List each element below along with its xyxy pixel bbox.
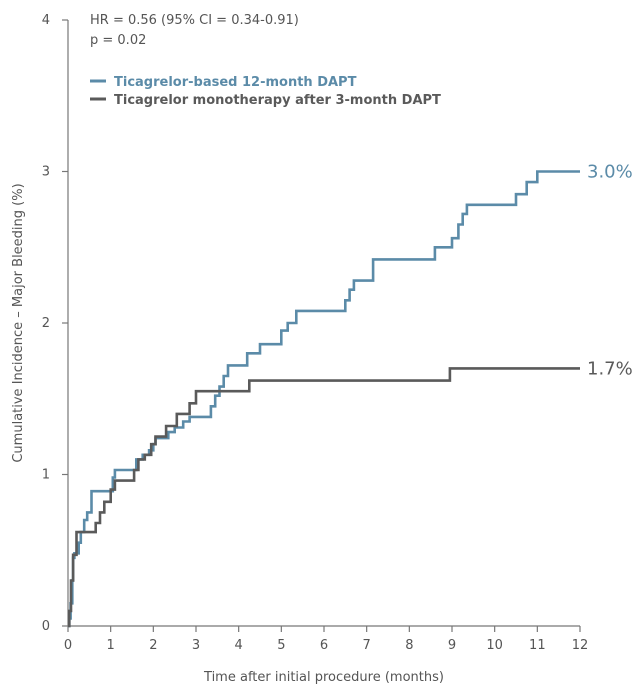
p-value-text: p = 0.02 — [90, 33, 146, 48]
x-tick-label: 6 — [320, 638, 328, 653]
x-tick-label: 2 — [149, 638, 157, 653]
y-axis-label: Cumulative Incidence – Major Bleeding (%… — [11, 183, 26, 462]
x-tick-label: 0 — [64, 638, 72, 653]
x-tick-label: 9 — [448, 638, 456, 653]
y-tick-label: 1 — [42, 468, 50, 483]
series-line-1 — [68, 367, 580, 628]
x-tick-label: 8 — [405, 638, 413, 653]
x-tick-label: 3 — [192, 638, 200, 653]
y-tick-label: 2 — [42, 316, 50, 331]
y-tick-label: 4 — [42, 13, 50, 28]
x-tick-label: 11 — [529, 638, 546, 653]
legend-label-monotherapy: Ticagrelor monotherapy after 3-month DAP… — [114, 93, 441, 108]
x-tick-label: 1 — [107, 638, 115, 653]
x-tick-label: 7 — [363, 638, 371, 653]
axes — [67, 20, 580, 627]
hazard-ratio-text: HR = 0.56 (95% CI = 0.34-0.91) — [90, 13, 299, 28]
y-tick-label: 0 — [42, 619, 50, 634]
stats-annotation: HR = 0.56 (95% CI = 0.34-0.91) p = 0.02 — [90, 13, 299, 48]
x-axis-label: Time after initial procedure (months) — [203, 670, 444, 684]
legend-label-dapt: Ticagrelor-based 12-month DAPT — [114, 75, 357, 90]
y-tick-label: 3 — [42, 165, 50, 180]
x-tick-label: 12 — [572, 638, 589, 653]
end-value-label-1: 1.7% — [587, 358, 633, 379]
series-layer — [68, 170, 580, 628]
end-value-label-0: 3.0% — [587, 162, 633, 183]
end-labels: 3.0% 1.7% — [587, 162, 633, 380]
x-ticks: 0 1 2 3 4 5 6 7 8 9 10 11 12 — [64, 626, 588, 653]
x-tick-label: 5 — [277, 638, 285, 653]
y-ticks: 0 1 2 3 4 — [42, 13, 68, 634]
legend: Ticagrelor-based 12-month DAPT Ticagrelo… — [90, 75, 441, 108]
x-tick-label: 4 — [235, 638, 243, 653]
series-line-0 — [68, 170, 580, 628]
x-tick-label: 10 — [486, 638, 503, 653]
